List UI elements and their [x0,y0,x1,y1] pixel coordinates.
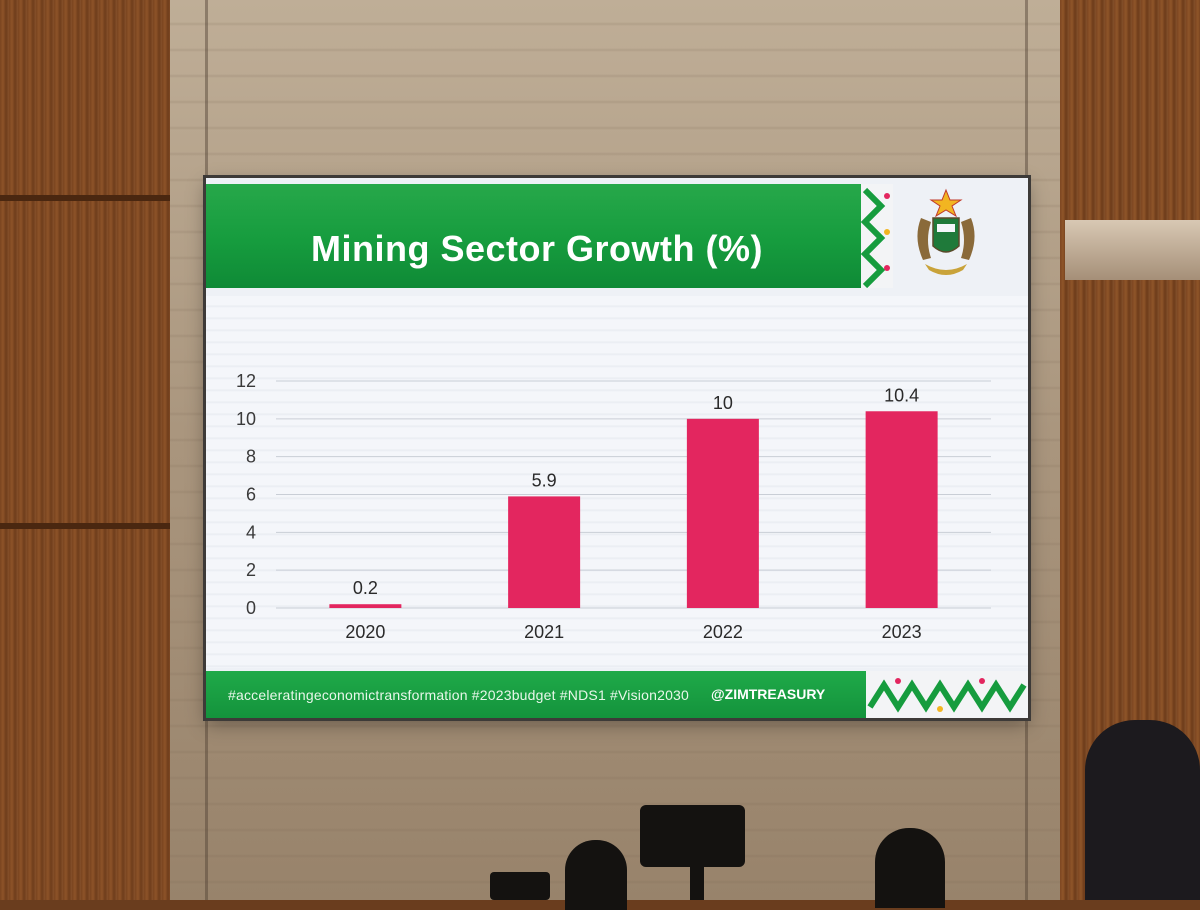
bar-2023 [865,411,938,608]
y-tick-label: 12 [236,371,256,391]
footer-zigzag-icon [866,671,1028,718]
y-tick-label: 2 [246,560,256,580]
data-label: 5.9 [532,470,557,490]
audience-head [565,840,627,910]
slide-title: Mining Sector Growth (%) [311,228,763,269]
y-tick-label: 6 [246,485,256,505]
panel-seam [0,523,170,529]
bar-2021 [508,496,581,608]
presentation-screen: Mining Sector Growth (%) 0 2 4 6 8 10 12 0.2 202… [206,178,1028,718]
zigzag-pattern-icon [861,184,893,288]
wall-ledge [1065,220,1200,280]
bar-2020 [329,604,402,608]
wood-panel-left [0,0,170,900]
data-label: 10 [713,393,733,413]
x-tick-label: 2022 [703,622,743,642]
audience-head [875,828,945,908]
equipment-silhouette [490,872,550,900]
y-tick-label: 10 [236,409,256,429]
data-label: 0.2 [353,578,378,598]
panel-seam [0,195,170,201]
data-label: 10.4 [884,385,919,405]
footer-band: #acceleratingeconomictransformation #202… [206,671,866,718]
x-tick-label: 2021 [524,622,564,642]
y-tick-label: 0 [246,598,256,618]
bar-chart: 0 2 4 6 8 10 12 0.2 2020 5.9 2021 10 2022 10.4 2023 [206,296,1028,668]
footer-handle: @ZIMTREASURY [711,686,826,702]
y-tick-label: 8 [246,447,256,467]
x-tick-label: 2020 [345,622,385,642]
x-tick-label: 2023 [882,622,922,642]
bar-2022 [686,418,759,608]
tripod-silhouette [690,860,704,900]
seated-person [1085,720,1200,900]
coat-of-arms-icon [917,188,975,275]
footer-hashtags: #acceleratingeconomictransformation #202… [228,687,690,703]
y-tick-label: 4 [246,522,256,542]
title-band: Mining Sector Growth (%) [206,184,861,288]
camera-silhouette [640,805,745,867]
